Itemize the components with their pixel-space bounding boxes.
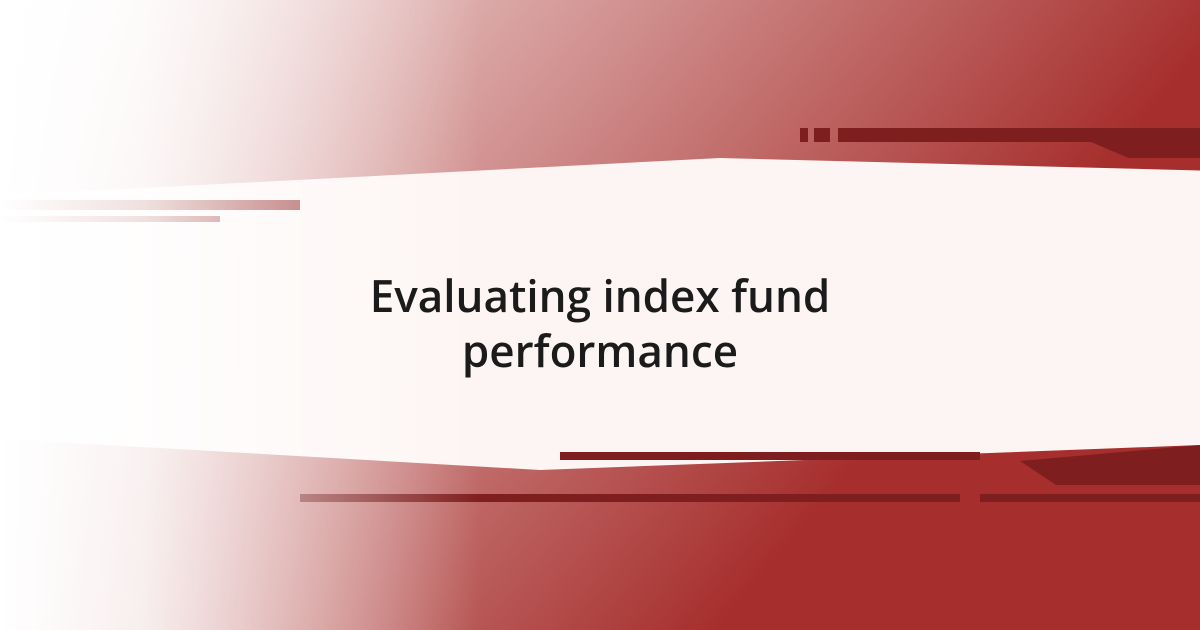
accent-top-left-bar-2 [0, 216, 220, 222]
accent-top-right-tick-1 [800, 128, 808, 142]
accent-top-right-tick-2 [814, 128, 830, 142]
accent-bottom-bar-1 [560, 452, 980, 460]
banner-canvas: Evaluating index fund performance [0, 0, 1200, 630]
accent-top-right-bar [838, 128, 1098, 142]
accent-bottom-bar-2b [980, 494, 1200, 502]
accent-top-left-bar-1 [0, 200, 300, 210]
banner-title: Evaluating index fund performance [280, 268, 920, 378]
accent-bottom-bar-2 [300, 494, 960, 502]
